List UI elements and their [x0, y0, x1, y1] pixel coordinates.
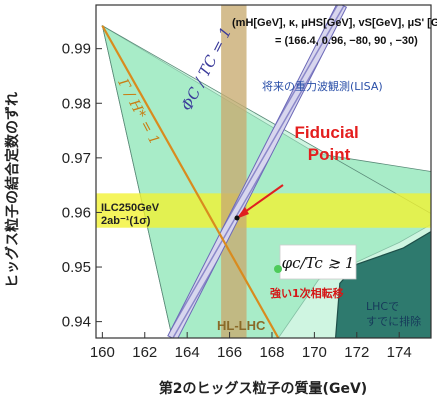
- y-tick-label: 0.94: [62, 314, 91, 331]
- x-tick-label: 162: [132, 344, 157, 361]
- band-label-ilc: ILC250GeV 2ab⁻¹(1σ): [101, 202, 160, 227]
- x-tick-label: 172: [344, 344, 369, 361]
- x-tick-label: 168: [259, 344, 284, 361]
- y-tick-label: 0.98: [62, 95, 91, 112]
- plot-frame: [95, 4, 432, 339]
- params-line-1: (mH[GeV], κ, μHS[GeV], vS[GeV], μS' [GeV…: [232, 17, 437, 29]
- region-label-strong-transition: 強い1次相転移: [270, 286, 344, 300]
- x-tick-label: 160: [90, 344, 115, 361]
- y-tick-label: 0.99: [62, 41, 91, 58]
- formula-marker-icon: [274, 265, 282, 273]
- formula: φc/Tc ≳ 1: [282, 254, 355, 272]
- fiducial-arrowhead: [236, 207, 249, 219]
- curve-phi-band: [167, 5, 348, 338]
- region-2: [334, 230, 431, 338]
- params-line-2: = (166.4, 0.96, −80, 90 , −30): [275, 35, 418, 47]
- x-tick-label: 164: [175, 344, 200, 361]
- region-label-lhc-excluded: LHCですでに排除: [366, 300, 421, 328]
- curve-gamma: [101, 25, 280, 338]
- x-tick-label: 166: [217, 344, 242, 361]
- y-tick-label: 0.95: [62, 259, 91, 276]
- band-hl-lhc: [221, 5, 247, 338]
- fiducial-annotation: Fiducial Point: [234, 123, 364, 221]
- x-axis-label: 第2のヒッグス粒子の質量(GeV): [159, 380, 367, 397]
- fiducial-point: [234, 215, 240, 221]
- x-tick-label: 174: [387, 344, 412, 361]
- formula-box: [279, 244, 357, 280]
- y-tick-label: 0.97: [62, 150, 91, 167]
- y-tick-label: 0.96: [62, 204, 91, 221]
- region-label-lisa: 将来の重力波観測(LISA): [262, 79, 383, 93]
- fiducial-label: Fiducial Point: [295, 123, 364, 164]
- y-axis-label: ヒッグス粒子の結合定数のずれ: [4, 92, 21, 288]
- fiducial-arrow: [241, 184, 284, 215]
- x-tick-label: 170: [302, 344, 327, 361]
- band-label-hl-lhc: HL-LHC: [217, 318, 266, 333]
